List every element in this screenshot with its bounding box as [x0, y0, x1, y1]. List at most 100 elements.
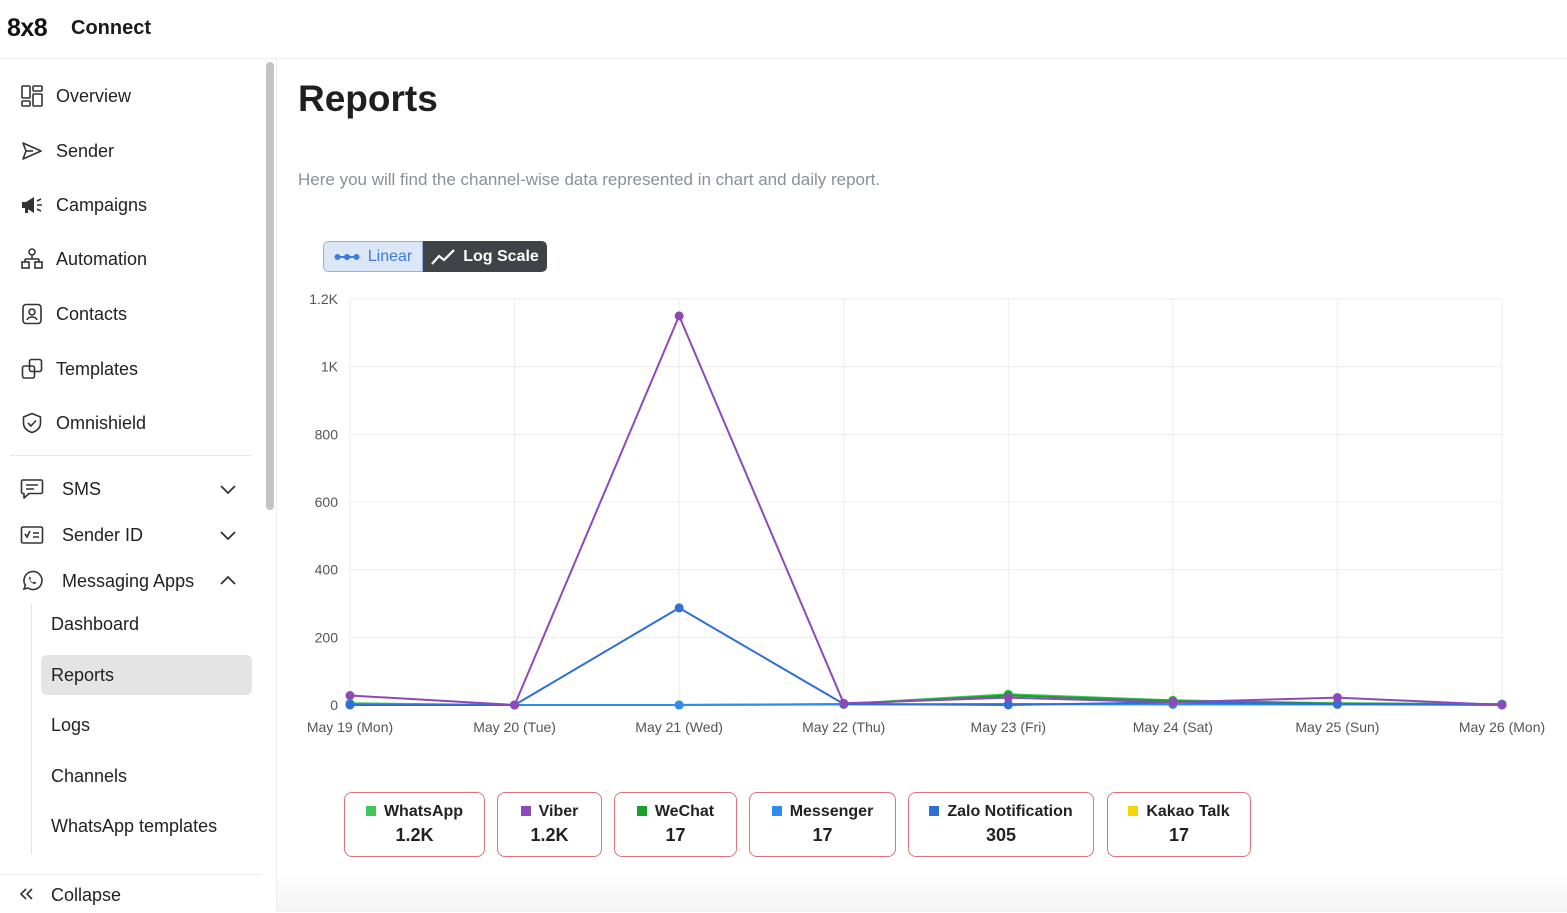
sidebar-item-campaigns[interactable]: Campaigns: [0, 183, 252, 227]
legend-card-kakao-talk[interactable]: Kakao Talk 17: [1107, 792, 1251, 857]
sidebar-item-sender[interactable]: Sender: [0, 129, 252, 173]
legend-card-zalo-notification[interactable]: Zalo Notification 305: [908, 792, 1094, 857]
sidebar-scrollbar-thumb[interactable]: [266, 62, 274, 510]
brand-logo[interactable]: 8x8: [7, 14, 48, 42]
sidebar-item-label: Templates: [56, 358, 139, 379]
whatsapp-icon: [20, 569, 44, 593]
log-scale-label: Log Scale: [463, 247, 539, 265]
y-tick-label: 1.2K: [309, 291, 338, 307]
x-tick-label: May 19 (Mon): [307, 719, 393, 735]
scale-toggle: Linear Log Scale: [323, 241, 547, 272]
data-point[interactable]: [1332, 693, 1342, 703]
legend-value: 17: [1168, 825, 1190, 845]
sidebar-item-contacts[interactable]: Contacts: [0, 292, 252, 336]
y-tick-label: 1K: [321, 359, 339, 375]
submenu-item-channels[interactable]: Channels: [41, 756, 252, 796]
collapse-label: Collapse: [51, 885, 122, 905]
legend-name: WeChat: [615, 803, 736, 821]
data-point[interactable]: [345, 700, 355, 710]
legend-value: 17: [812, 825, 833, 845]
shield-icon: [20, 411, 44, 435]
sidebar-item-overview[interactable]: Overview: [0, 74, 252, 118]
legend-swatch: [1128, 806, 1139, 816]
submenu-item-whatsapp-templates[interactable]: WhatsApp templates: [41, 806, 252, 846]
x-tick-label: May 25 (Sun): [1295, 719, 1379, 735]
chevron-down-icon[interactable]: [218, 479, 238, 499]
sidebar-item-label: Contacts: [56, 303, 128, 324]
data-point[interactable]: [1003, 700, 1013, 710]
data-point[interactable]: [510, 700, 520, 710]
submenu-item-logs[interactable]: Logs: [41, 705, 252, 745]
y-tick-label: 400: [315, 562, 339, 578]
bottom-fade: [277, 872, 1567, 912]
contacts-icon: [20, 302, 44, 326]
legend-label: Messenger: [789, 803, 874, 820]
page-title: Reports: [298, 78, 438, 119]
submenu-guide-line: [31, 604, 32, 854]
x-tick-label: May 24 (Sat): [1133, 719, 1213, 735]
legend-card-viber[interactable]: Viber 1.2K: [497, 792, 602, 857]
legend-swatch: [520, 806, 531, 816]
data-point[interactable]: [674, 603, 684, 613]
sidebar-item-label: Automation: [56, 248, 148, 269]
data-point[interactable]: [1003, 693, 1013, 703]
linear-scale-button[interactable]: Linear: [323, 241, 423, 272]
legend-label: WhatsApp: [383, 803, 464, 820]
legend-card-whatsapp[interactable]: WhatsApp 1.2K: [344, 792, 485, 857]
sidebar-item-label: Campaigns: [56, 194, 148, 215]
sidebar-item-label: Sender: [56, 140, 115, 161]
chevron-down-icon[interactable]: [218, 525, 238, 545]
legend-value: 17: [665, 825, 686, 845]
data-point[interactable]: [1168, 697, 1178, 707]
x-tick-label: May 26 (Mon): [1459, 719, 1545, 735]
sidebar-item-label: Omnishield: [56, 412, 147, 433]
sidebar-border: [276, 59, 277, 912]
sidebar-item-automation[interactable]: Automation: [0, 237, 252, 281]
data-point[interactable]: [1332, 699, 1342, 709]
x-tick-label: May 22 (Thu): [802, 719, 885, 735]
legend-name: Viber: [498, 803, 601, 821]
double-chevron-left-icon: [19, 888, 33, 900]
collapse-button[interactable]: Collapse: [0, 874, 262, 913]
id-card-icon: [20, 523, 44, 547]
submenu-item-dashboard[interactable]: Dashboard: [41, 604, 252, 644]
legend-label: Kakao Talk: [1146, 803, 1230, 820]
data-point[interactable]: [674, 311, 684, 321]
legend-label: Viber: [538, 803, 579, 820]
legend-value: 1.2K: [530, 825, 569, 845]
top-bar: 8x8 Connect: [0, 0, 1567, 59]
sidebar-item-label: Sender ID: [62, 524, 144, 545]
log-scale-button[interactable]: Log Scale: [423, 241, 547, 272]
templates-icon: [20, 357, 44, 381]
series-line-viber[interactable]: [349, 313, 1503, 707]
legend-value: 305: [985, 825, 1017, 845]
sidebar-item-omnishield[interactable]: Omnishield: [0, 401, 252, 445]
submenu-item-reports[interactable]: Reports: [41, 655, 252, 695]
sidebar-item-templates[interactable]: Templates: [0, 347, 252, 391]
submenu-item-label: Reports: [51, 664, 115, 685]
linear-dots-icon: [334, 253, 360, 260]
sidebar-group-messaging-apps[interactable]: Messaging Apps: [0, 559, 252, 603]
legend-value: 1.2K: [395, 825, 434, 845]
submenu-item-label: Dashboard: [51, 613, 140, 634]
legend-name: Messenger: [750, 803, 895, 821]
series-line-zalo-notification[interactable]: [350, 606, 1503, 707]
data-point[interactable]: [1497, 700, 1507, 710]
sidebar-group-sms[interactable]: SMS: [0, 467, 252, 511]
chevron-up-icon[interactable]: [218, 571, 238, 591]
megaphone-icon: [20, 193, 44, 217]
legend-swatch: [771, 806, 782, 816]
legend-name: Kakao Talk: [1108, 803, 1250, 821]
sidebar-item-label: Messaging Apps: [62, 570, 195, 591]
send-icon: [20, 139, 44, 163]
line-chart: 0 200 400 600 800 1K 1.2K May 19 (Mon) May 20 (…: [307, 291, 1545, 735]
legend-card-messenger[interactable]: Messenger 17: [749, 792, 896, 857]
sidebar-group-sender-id[interactable]: Sender ID: [0, 513, 252, 557]
data-point[interactable]: [839, 698, 849, 708]
data-point[interactable]: [674, 700, 684, 710]
legend-card-wechat[interactable]: WeChat 17: [614, 792, 737, 857]
data-point[interactable]: [345, 691, 355, 701]
sidebar-item-label: Overview: [56, 85, 132, 106]
y-tick-label: 200: [315, 629, 339, 645]
legend-label: WeChat: [654, 803, 715, 820]
